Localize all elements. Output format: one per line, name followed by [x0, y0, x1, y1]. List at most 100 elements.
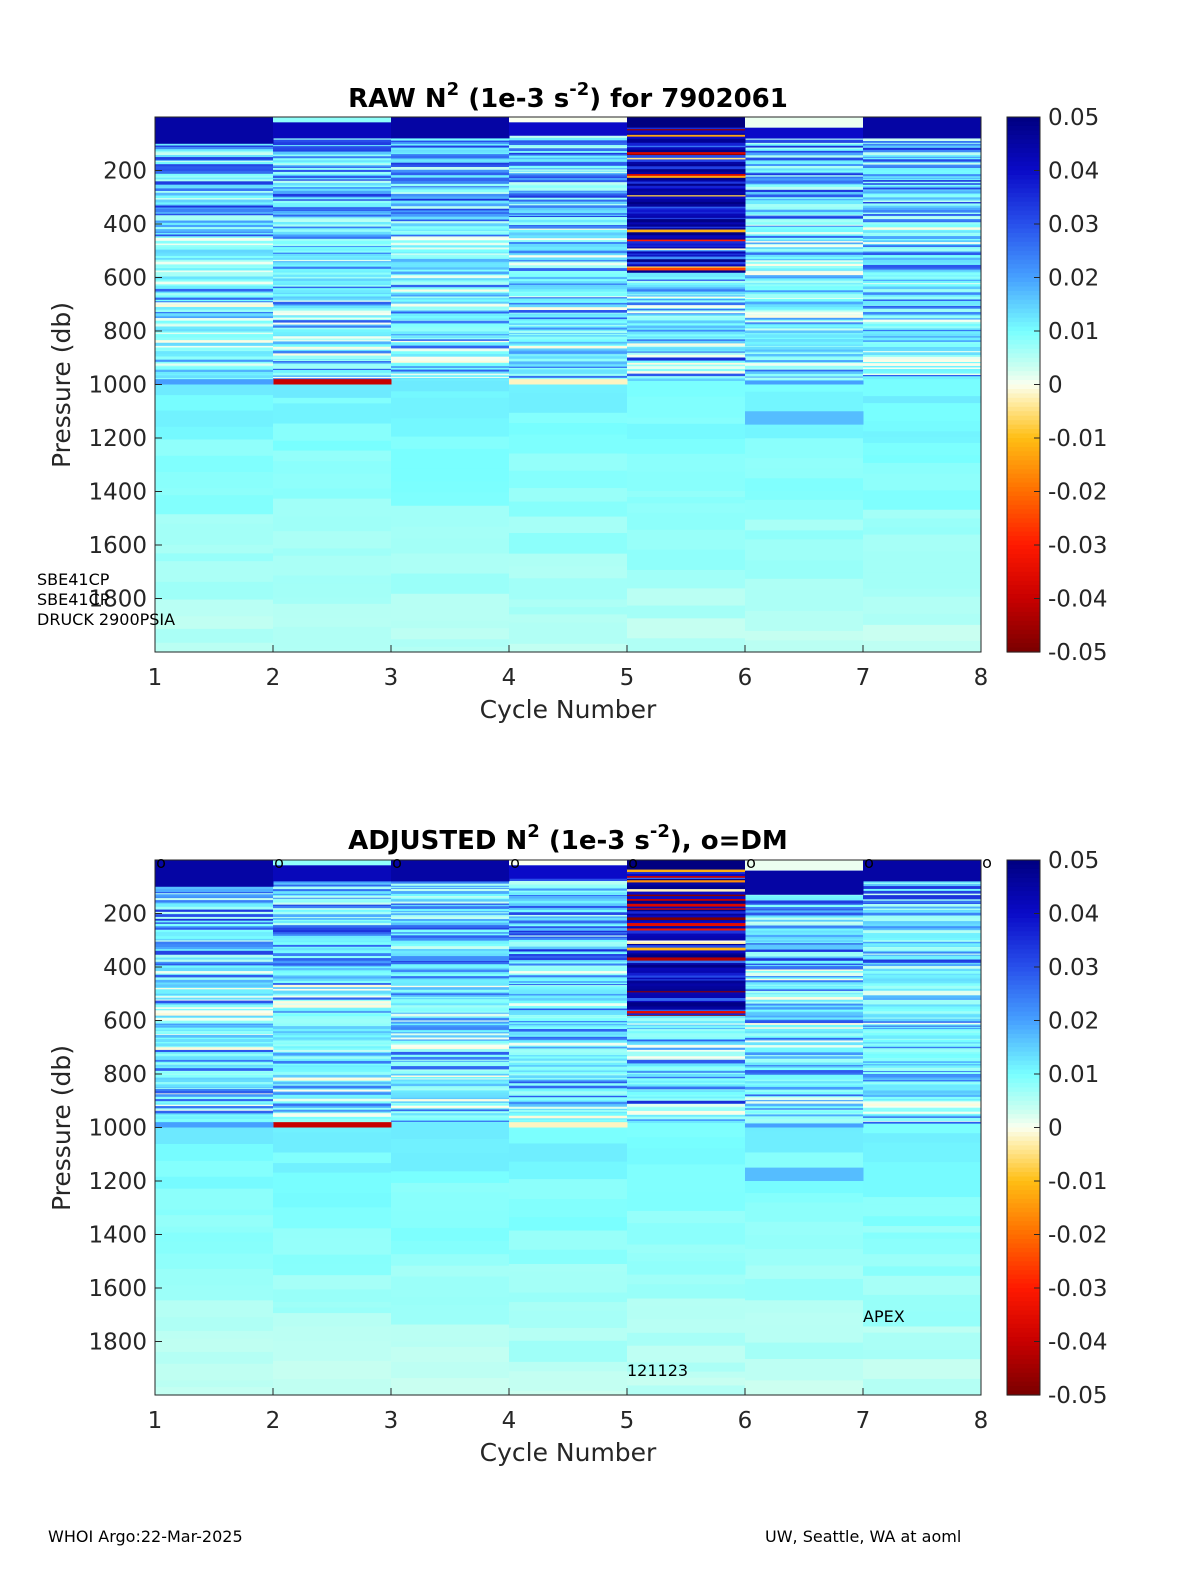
heat-cell [745, 1248, 864, 1267]
colorbar-swatch [1007, 415, 1040, 421]
heat-cell [391, 290, 510, 293]
heat-cell [509, 1089, 628, 1092]
heat-cell [391, 1276, 510, 1298]
heat-cell [155, 312, 274, 314]
colorbar-swatch [1007, 397, 1040, 403]
heat-cell [863, 999, 982, 1002]
heat-cell [509, 197, 628, 201]
heat-cell [627, 1061, 746, 1065]
heat-cell [273, 329, 392, 333]
heat-cell [391, 297, 510, 301]
heat-cell [155, 171, 274, 174]
heat-cell [863, 272, 982, 277]
heat-cell [745, 1221, 864, 1236]
dm-marker: o [274, 853, 284, 872]
heat-cell [745, 226, 864, 231]
heat-cell [627, 1051, 746, 1054]
heat-cell [155, 240, 274, 245]
heat-cell [391, 148, 510, 151]
heat-cell [509, 279, 628, 282]
x-tick-label: 5 [620, 1408, 635, 1434]
heat-cell [509, 1078, 628, 1080]
heat-cell [391, 906, 510, 910]
heat-cell [509, 956, 628, 959]
colorbar-swatch [1007, 215, 1040, 221]
colorbar-swatch [1007, 1167, 1040, 1173]
heat-cell [155, 1010, 274, 1014]
heat-cell [745, 1113, 864, 1116]
heat-cell [745, 912, 864, 916]
heat-cell [509, 1143, 628, 1163]
heat-cell [745, 186, 864, 191]
heat-cell [273, 1085, 392, 1090]
heat-cell [745, 362, 864, 364]
heat-cell [745, 330, 864, 334]
heat-cell [273, 1026, 392, 1028]
heat-cell [627, 272, 746, 276]
heat-cell [155, 893, 274, 895]
colorbar-swatch [1007, 1158, 1040, 1164]
heat-cell [273, 243, 392, 247]
heat-band [627, 953, 746, 956]
heat-cell [155, 342, 274, 345]
heat-cell [627, 490, 746, 498]
heat-cell [391, 997, 510, 1000]
heat-band [627, 177, 746, 181]
heat-cell [863, 1045, 982, 1048]
heat-cell [745, 178, 864, 182]
heat-cell [627, 503, 746, 514]
heat-cell [273, 922, 392, 926]
colorbar-swatch [1007, 629, 1040, 635]
heat-cell [155, 363, 274, 367]
heat-cell [509, 213, 628, 216]
heat-band [627, 159, 746, 163]
heat-cell [391, 335, 510, 337]
colorbar-swatch [1007, 1194, 1040, 1200]
heat-cell [273, 208, 392, 211]
heat-cell [155, 1087, 274, 1090]
heat-cell [155, 187, 274, 189]
heat-cell [155, 1317, 274, 1332]
colorbar-swatch [1007, 1323, 1040, 1329]
heat-cell [627, 351, 746, 354]
colorbar-swatch [1007, 197, 1040, 203]
heat-cell [155, 301, 274, 303]
heat-cell [627, 1078, 746, 1082]
heat-cell [273, 191, 392, 195]
heat-cell [273, 250, 392, 254]
heat-band [627, 917, 746, 921]
heat-cell [627, 1021, 746, 1025]
heat-cell [509, 1065, 628, 1068]
heat-cell [273, 361, 392, 363]
heat-cell [273, 1103, 392, 1107]
colorbar-swatch [1007, 451, 1040, 457]
heat-cell [273, 920, 392, 924]
heat-cell [155, 952, 274, 956]
heat-cell [273, 925, 392, 929]
colorbar-swatch [1007, 1354, 1040, 1360]
heat-cell [155, 1030, 274, 1034]
heat-cell [745, 630, 864, 641]
heat-cell [863, 1266, 982, 1277]
heat-cell [745, 1300, 864, 1314]
heat-cell [509, 289, 628, 293]
colorbar-swatch [1007, 117, 1040, 123]
heat-cell [509, 1060, 628, 1064]
colorbar-swatch [1007, 1181, 1040, 1187]
heat-band [627, 873, 746, 877]
heat-cell [863, 1055, 982, 1059]
heat-cell [391, 903, 510, 906]
colorbar-swatch [1007, 620, 1040, 626]
heat-cell [863, 947, 982, 949]
heat-cell [745, 249, 864, 253]
heat-cell [391, 306, 510, 310]
heat-cell [155, 1042, 274, 1044]
heat-cell [627, 1072, 746, 1075]
heat-cell [509, 895, 628, 900]
heat-cell [155, 1015, 274, 1018]
heat-cell [273, 315, 392, 318]
heat-cell [155, 1077, 274, 1081]
heat-band [627, 145, 746, 148]
heat-cell [273, 1089, 392, 1093]
colorbar-swatch [1007, 157, 1040, 163]
